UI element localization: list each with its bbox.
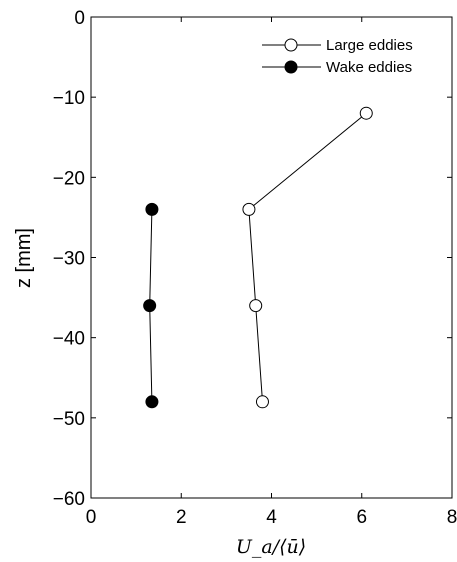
- y-tick-label: −40: [53, 329, 85, 350]
- data-point: [255, 395, 269, 409]
- legend-label-wake-eddies: Wake eddies: [326, 59, 412, 76]
- y-tick-label: −30: [53, 249, 85, 270]
- data-point: [242, 202, 256, 216]
- data-point: [145, 395, 159, 409]
- data-point: [143, 299, 157, 313]
- data-point: [145, 202, 159, 216]
- data-point: [249, 299, 263, 313]
- legend-label-large-eddies: Large eddies: [326, 37, 413, 54]
- y-tick-label: −20: [53, 168, 85, 189]
- x-tick-label: 2: [176, 507, 187, 528]
- series-points: [143, 106, 373, 409]
- y-tick-label: 0: [74, 8, 85, 29]
- y-tick-label: −10: [53, 88, 85, 109]
- legend-marker-large-eddies: [284, 38, 298, 52]
- x-tick-label: 8: [447, 507, 457, 528]
- x-tick-label: 4: [266, 507, 277, 528]
- series-line-0: [248, 112, 367, 402]
- legend-box: [252, 29, 442, 79]
- y-tick-label: −60: [53, 489, 85, 510]
- y-tick-label: −50: [53, 409, 85, 430]
- plot-area: [90, 16, 453, 499]
- x-tick-label: 6: [356, 507, 367, 528]
- legend-marker-wake-eddies: [284, 60, 298, 74]
- data-point: [359, 106, 373, 120]
- y-axis-label: z [mm]: [13, 228, 35, 288]
- x-axis-label: U_a/⟨ū⟩: [236, 536, 306, 558]
- x-tick-label: 0: [86, 507, 97, 528]
- axis-ticks: 0 2 4 6 8 0 −10 −20 −30 −40 −50 −60: [53, 8, 457, 528]
- legend: Large eddies Wake eddies: [252, 29, 442, 79]
